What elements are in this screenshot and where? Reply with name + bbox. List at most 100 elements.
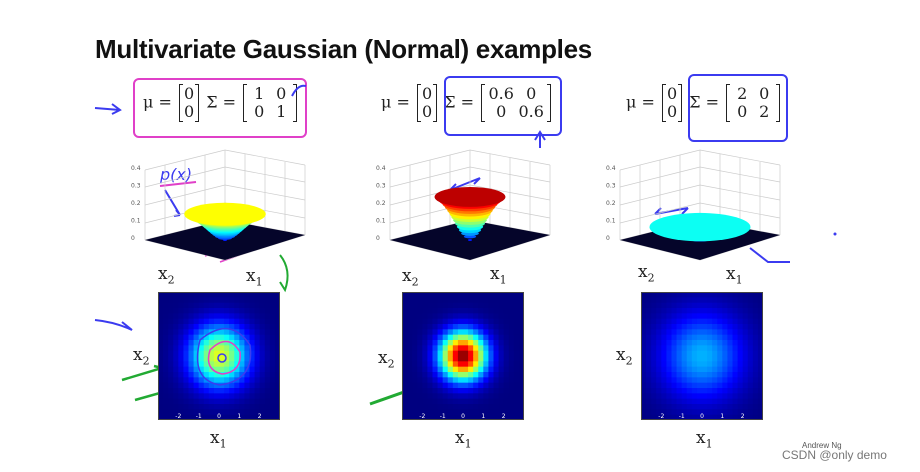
heatmap-cell xyxy=(671,329,677,336)
heatmap-cell xyxy=(457,366,464,373)
heatmap-cell xyxy=(752,297,759,304)
heatmap-cell xyxy=(681,361,688,368)
heatmap-cell xyxy=(483,366,489,373)
heatmap-cell xyxy=(427,372,433,378)
heatmap-cell xyxy=(671,345,677,352)
heatmap-cell xyxy=(457,356,464,362)
heatmap-cell xyxy=(452,345,459,352)
heatmap-cell xyxy=(518,393,525,400)
heatmap-cell xyxy=(432,340,438,346)
heatmap-cell xyxy=(757,308,764,314)
heatmap-cell xyxy=(752,398,759,405)
heatmap-cell xyxy=(656,382,662,389)
heatmap-cell xyxy=(412,393,418,400)
heatmap-cell xyxy=(427,398,433,405)
heatmap-cell xyxy=(498,308,505,314)
heatmap-cell xyxy=(646,329,652,336)
watermark: CSDN @only demo xyxy=(782,448,887,462)
heatmap-cell xyxy=(742,372,749,378)
heatmap-cell xyxy=(432,377,438,384)
surface-z-tick: 0.1 xyxy=(131,218,141,225)
heatmap-cell xyxy=(651,302,657,309)
heatmap-tick-label: 1 xyxy=(237,413,241,420)
heatmap-cell xyxy=(757,334,764,341)
heatmap-cell xyxy=(452,361,459,368)
heatmap-cell xyxy=(188,334,194,341)
heatmap-cell xyxy=(696,382,703,389)
heatmap-cell xyxy=(666,302,672,309)
heatmap-cell xyxy=(666,324,672,330)
heatmap-cell xyxy=(193,366,200,373)
heatmap-cell xyxy=(158,302,164,309)
heatmap-cell xyxy=(259,393,266,400)
heatmap-cell xyxy=(208,292,215,298)
heatmap-cell xyxy=(483,414,489,421)
heatmap-cell xyxy=(712,366,718,373)
heatmap-cell xyxy=(513,393,520,400)
heatmap-cell xyxy=(254,350,261,357)
heatmap-cell xyxy=(437,350,444,357)
heatmap-cell xyxy=(188,350,194,357)
heatmap-cell xyxy=(173,377,179,384)
heatmap-cell xyxy=(457,324,464,330)
heatmap-cell xyxy=(508,414,515,421)
heatmap-cell xyxy=(488,345,494,352)
heatmap-cell xyxy=(178,329,184,336)
heatmap-cell xyxy=(437,297,444,304)
heatmap-cell xyxy=(737,318,744,325)
heatmap-cell xyxy=(213,324,220,330)
heatmap-cell xyxy=(239,318,245,325)
heatmap-cell xyxy=(732,329,738,336)
highlight-box-2 xyxy=(444,76,562,136)
heatmap-cell xyxy=(696,350,703,357)
heatmap-cell xyxy=(269,382,276,389)
heatmap-cell xyxy=(671,398,677,405)
heatmap-cell xyxy=(656,313,662,320)
heatmap-cell xyxy=(219,313,225,320)
heatmap-cell xyxy=(732,414,738,421)
heatmap-cell xyxy=(213,393,220,400)
heatmap-cell xyxy=(158,308,164,314)
heatmap-cell xyxy=(208,324,215,330)
heatmap-cell xyxy=(417,318,423,325)
heatmap-cell xyxy=(666,388,672,394)
heatmap-cell xyxy=(686,324,693,330)
heatmap-cell xyxy=(686,350,693,357)
heatmap-cell xyxy=(737,345,744,352)
heatmap-cell xyxy=(666,350,672,357)
heatmap-cell xyxy=(208,388,215,394)
heatmap-cell xyxy=(452,366,459,373)
heatmap-cell xyxy=(427,393,433,400)
heatmap-cell xyxy=(757,324,764,330)
heatmap-cell xyxy=(452,334,459,341)
heatmap-cell xyxy=(249,313,255,320)
heatmap-cell xyxy=(686,361,693,368)
heatmap-cell xyxy=(666,377,672,384)
heatmap-cell xyxy=(264,334,271,341)
heatmap-cell xyxy=(463,350,469,357)
heatmap-cell xyxy=(747,345,754,352)
heatmap-cell xyxy=(244,302,250,309)
heatmap-cell xyxy=(234,324,240,330)
heatmap-cell xyxy=(463,313,469,320)
heatmap-cell xyxy=(666,398,672,405)
heatmap-cell xyxy=(442,308,449,314)
heatmap-cell xyxy=(478,356,484,362)
heatmap-cell xyxy=(193,414,200,421)
heatmap-cell xyxy=(219,308,225,314)
heatmap-cell xyxy=(656,404,662,410)
heatmap-cell xyxy=(249,382,255,389)
heatmap-cell xyxy=(249,388,255,394)
heatmap-cell xyxy=(402,361,408,368)
heatmap-cell xyxy=(717,308,723,314)
heatmap-cell xyxy=(198,361,205,368)
heatmap-cell xyxy=(686,404,693,410)
heatmap-cell xyxy=(742,292,749,298)
heatmap-cell xyxy=(198,350,205,357)
heatmap-cell xyxy=(752,382,759,389)
heatmap-cell xyxy=(249,414,255,421)
heatmap-cell xyxy=(478,350,484,357)
heatmap-cell xyxy=(254,329,261,336)
heatmap-cell xyxy=(493,409,499,416)
